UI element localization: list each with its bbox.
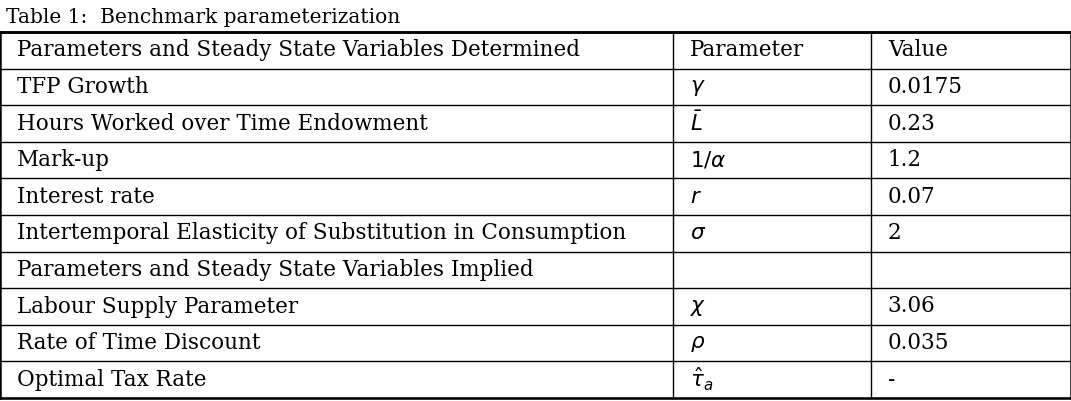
Text: $\bar{L}$: $\bar{L}$ [690, 111, 703, 136]
Text: Table 1:  Benchmark parameterization: Table 1: Benchmark parameterization [6, 8, 401, 27]
Text: 2: 2 [888, 222, 902, 244]
Text: Parameter: Parameter [690, 39, 804, 61]
Text: $1/\alpha$: $1/\alpha$ [690, 149, 726, 171]
Text: $\sigma$: $\sigma$ [690, 222, 706, 244]
Text: $\gamma$: $\gamma$ [690, 76, 706, 98]
Text: Hours Worked over Time Endowment: Hours Worked over Time Endowment [17, 113, 428, 134]
Text: Optimal Tax Rate: Optimal Tax Rate [17, 369, 207, 391]
Text: -: - [888, 369, 895, 391]
Text: Intertemporal Elasticity of Substitution in Consumption: Intertemporal Elasticity of Substitution… [17, 222, 627, 244]
Text: Mark-up: Mark-up [17, 149, 110, 171]
Text: 0.035: 0.035 [888, 332, 949, 354]
Text: Parameters and Steady State Variables Determined: Parameters and Steady State Variables De… [17, 39, 580, 61]
Text: $\hat{\tau}_a$: $\hat{\tau}_a$ [690, 366, 713, 393]
Text: Interest rate: Interest rate [17, 186, 155, 208]
Text: Labour Supply Parameter: Labour Supply Parameter [17, 296, 298, 318]
Text: 3.06: 3.06 [888, 296, 936, 318]
Text: $\chi$: $\chi$ [690, 296, 706, 318]
Text: $\rho$: $\rho$ [690, 332, 705, 354]
Text: Value: Value [888, 39, 948, 61]
Text: 0.23: 0.23 [888, 113, 936, 134]
Text: $r$: $r$ [690, 186, 702, 208]
Text: 0.0175: 0.0175 [888, 76, 963, 98]
Text: TFP Growth: TFP Growth [17, 76, 149, 98]
Text: 0.07: 0.07 [888, 186, 935, 208]
Text: 1.2: 1.2 [888, 149, 922, 171]
Text: Rate of Time Discount: Rate of Time Discount [17, 332, 260, 354]
Text: Parameters and Steady State Variables Implied: Parameters and Steady State Variables Im… [17, 259, 533, 281]
